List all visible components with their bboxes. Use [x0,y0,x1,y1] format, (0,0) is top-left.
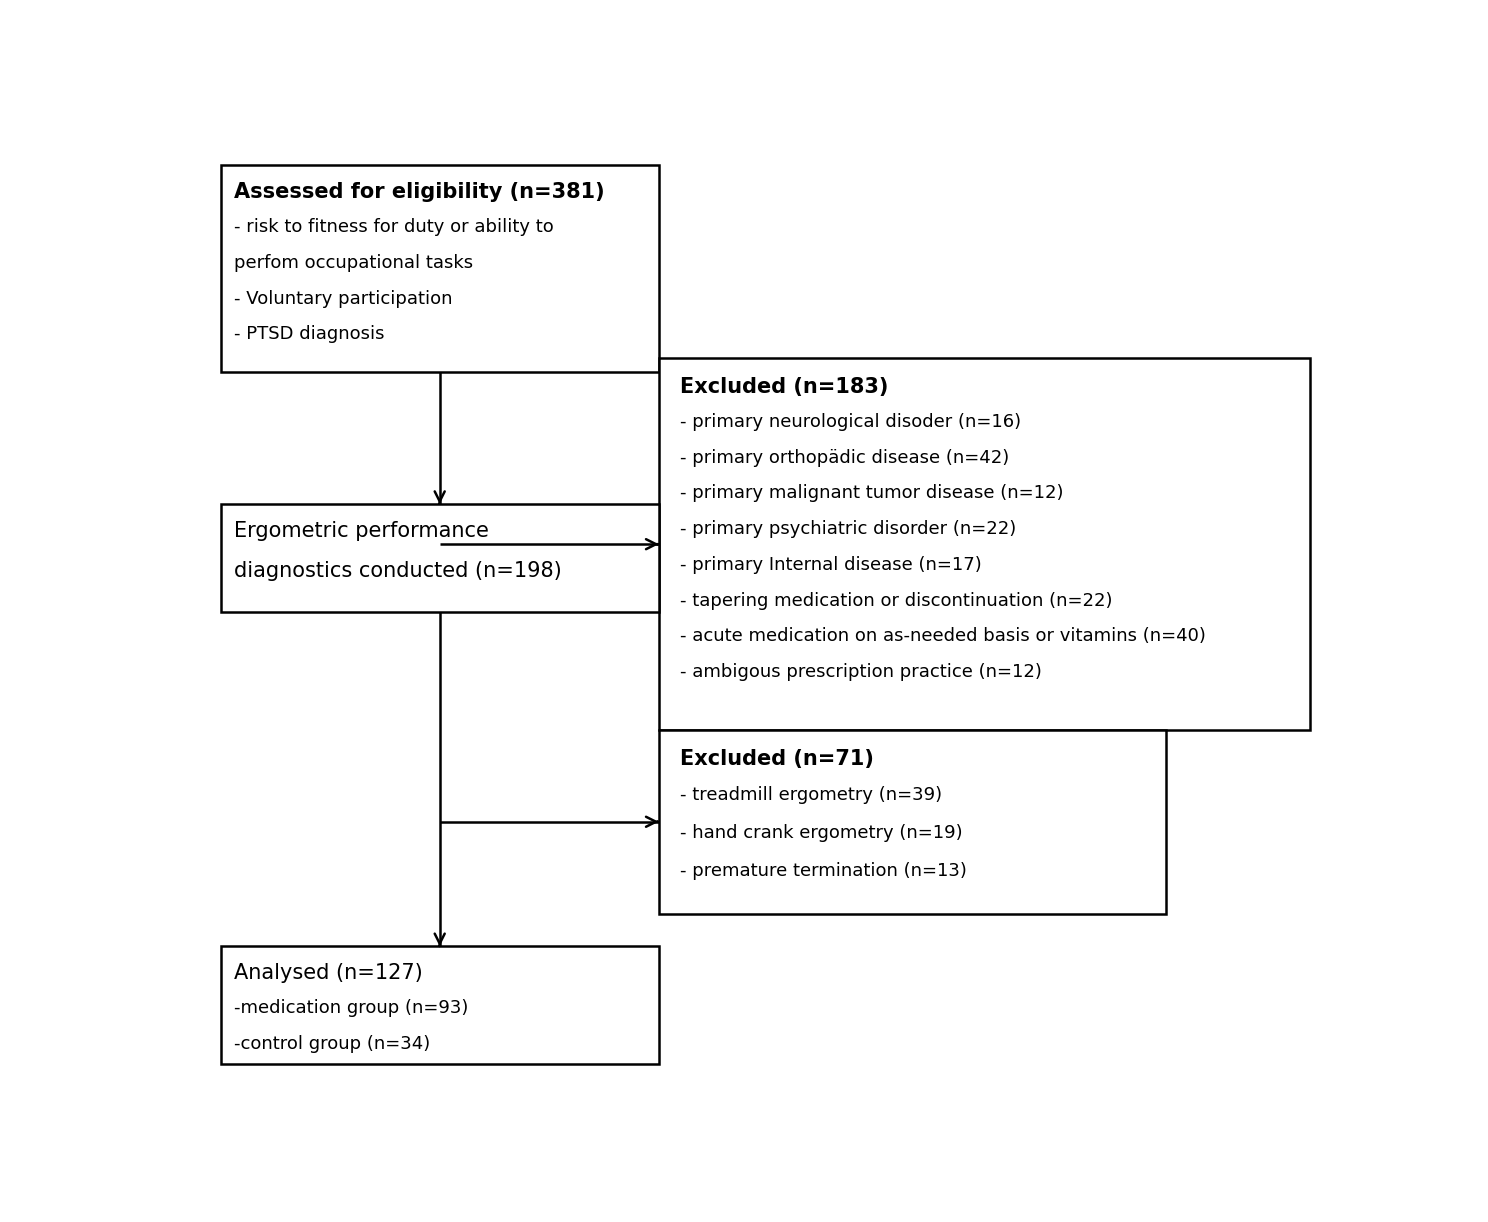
Text: - ambigous prescription practice (n=12): - ambigous prescription practice (n=12) [680,664,1042,681]
Text: - acute medication on as-needed basis or vitamins (n=40): - acute medication on as-needed basis or… [680,627,1205,645]
Text: - risk to fitness for duty or ability to: - risk to fitness for duty or ability to [235,219,554,236]
Text: - tapering medication or discontinuation (n=22): - tapering medication or discontinuation… [680,591,1112,610]
Bar [220,165,659,373]
Text: diagnostics conducted (n=198): diagnostics conducted (n=198) [235,561,562,580]
Text: Analysed (n=127): Analysed (n=127) [235,963,423,984]
Text: - Voluntary participation: - Voluntary participation [235,290,452,308]
Text: - PTSD diagnosis: - PTSD diagnosis [235,325,385,343]
Text: - primary neurological disoder (n=16): - primary neurological disoder (n=16) [680,413,1021,431]
Bar [659,358,1311,730]
Text: - primary malignant tumor disease (n=12): - primary malignant tumor disease (n=12) [680,484,1062,502]
Bar [659,730,1167,914]
Text: Ergometric performance: Ergometric performance [235,521,490,541]
Text: - primary psychiatric disorder (n=22): - primary psychiatric disorder (n=22) [680,521,1016,538]
Text: - primary Internal disease (n=17): - primary Internal disease (n=17) [680,556,981,574]
Text: Excluded (n=183): Excluded (n=183) [680,378,888,397]
Text: Excluded (n=71): Excluded (n=71) [680,749,873,769]
Text: -medication group (n=93): -medication group (n=93) [235,1000,469,1017]
Bar [220,946,659,1064]
Text: - treadmill ergometry (n=39): - treadmill ergometry (n=39) [680,787,942,804]
Text: - primary orthopädic disease (n=42): - primary orthopädic disease (n=42) [680,448,1009,467]
Text: - hand crank ergometry (n=19): - hand crank ergometry (n=19) [680,824,963,842]
Text: - premature termination (n=13): - premature termination (n=13) [680,862,966,880]
Text: -control group (n=34): -control group (n=34) [235,1035,430,1053]
Bar [220,505,659,612]
Text: Assessed for eligibility (n=381): Assessed for eligibility (n=381) [235,182,606,203]
Text: perfom occupational tasks: perfom occupational tasks [235,254,473,273]
